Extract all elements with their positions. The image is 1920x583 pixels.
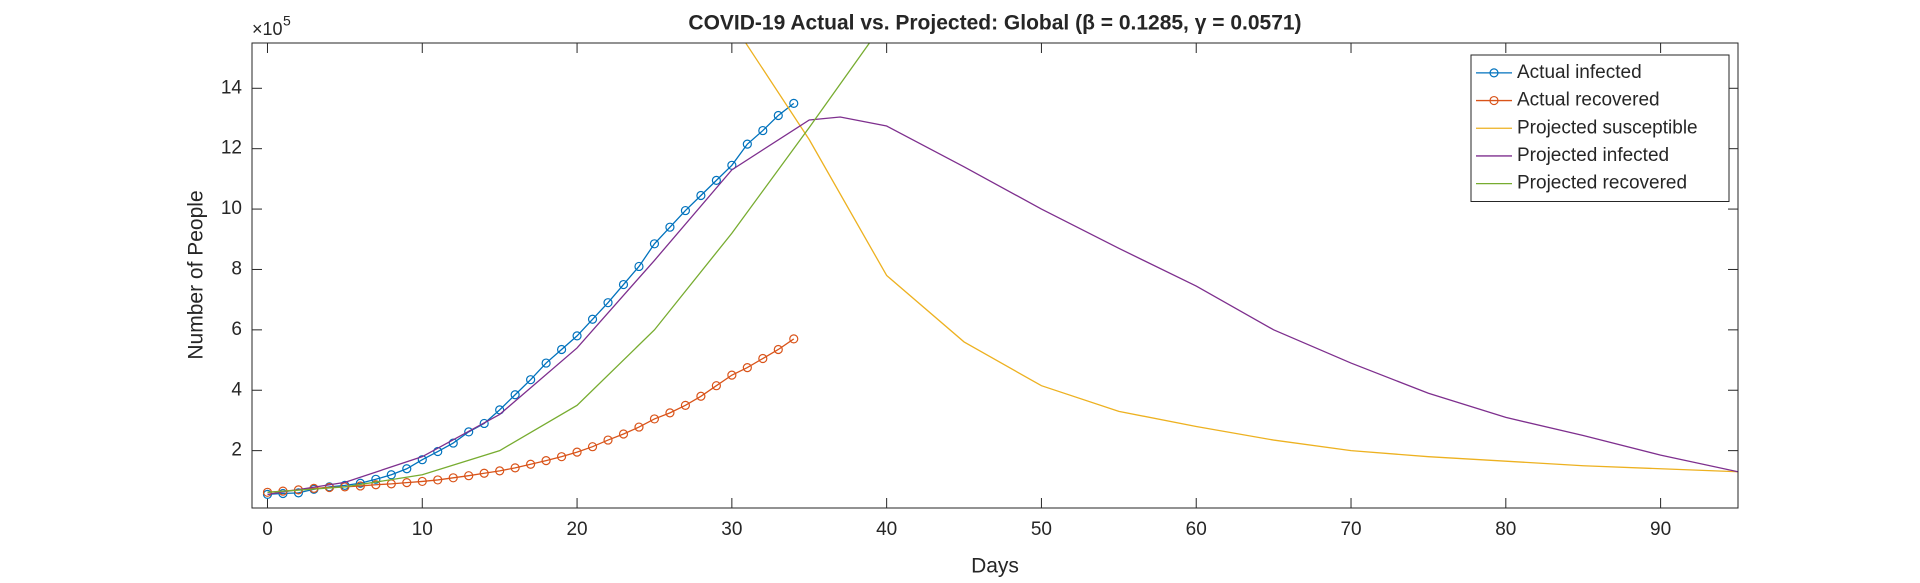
- data-point: [696, 190, 706, 201]
- x-tick-label: 20: [566, 519, 587, 540]
- data-point: [773, 344, 783, 355]
- data-point: [680, 400, 691, 410]
- data-point: [603, 435, 613, 445]
- data-point: [649, 414, 660, 424]
- data-point: [572, 447, 582, 457]
- data-point: [433, 475, 443, 485]
- x-tick-label: 60: [1186, 519, 1207, 540]
- data-point: [556, 344, 567, 355]
- data-point: [603, 298, 613, 308]
- y-tick-label: 2: [231, 440, 242, 461]
- plot-area: [262, 43, 1738, 500]
- legend-marker: [1489, 95, 1499, 106]
- legend-label: Actual infected: [1517, 62, 1642, 83]
- x-tick-label: 90: [1650, 519, 1671, 540]
- data-point: [464, 427, 474, 437]
- data-point: [541, 455, 551, 466]
- data-point: [649, 239, 660, 249]
- x-tick-label: 40: [876, 519, 897, 540]
- legend-marker: [1489, 68, 1499, 78]
- x-tick-label: 10: [412, 519, 433, 540]
- data-point: [355, 481, 365, 491]
- data-point: [618, 429, 629, 439]
- y-tick-label: 12: [221, 138, 242, 159]
- data-point: [773, 110, 783, 121]
- data-point: [386, 470, 396, 480]
- y-tick-label: 10: [221, 198, 242, 219]
- data-point: [618, 279, 629, 290]
- data-point: [371, 474, 381, 484]
- axes-box: [251, 42, 1739, 509]
- data-point: [479, 418, 489, 429]
- data-point: [510, 390, 520, 400]
- data-point: [510, 463, 520, 473]
- x-tick-label: 80: [1495, 519, 1516, 540]
- data-point: [541, 358, 551, 368]
- data-point: [417, 476, 427, 487]
- data-point: [464, 471, 474, 481]
- data-point: [278, 488, 288, 499]
- legend-label: Projected susceptible: [1517, 117, 1698, 138]
- series-line: [267, 338, 795, 493]
- y-scale-exponent: 5: [283, 13, 291, 29]
- data-point: [479, 468, 489, 478]
- data-point: [448, 473, 458, 483]
- series-line: [267, 43, 871, 493]
- data-point: [556, 452, 567, 462]
- data-point: [417, 455, 427, 465]
- series-line: [267, 102, 795, 496]
- y-tick-label: 6: [231, 319, 242, 340]
- chart-title: COVID-19 Actual vs. Projected: Global (β…: [688, 12, 1301, 35]
- data-point: [587, 442, 598, 452]
- data-point: [789, 98, 799, 108]
- data-point: [742, 362, 752, 373]
- x-axis-label: Days: [971, 555, 1019, 578]
- legend-label: Projected infected: [1517, 145, 1669, 166]
- data-point: [526, 459, 536, 469]
- data-point: [402, 464, 412, 474]
- data-point: [572, 331, 582, 341]
- data-point: [495, 466, 505, 476]
- data-point: [634, 422, 644, 432]
- y-tick-label: 4: [231, 379, 242, 400]
- legend-label: Projected recovered: [1517, 173, 1687, 194]
- y-scale-label: ×10: [252, 19, 283, 39]
- data-point: [789, 334, 799, 344]
- y-axis-label: Number of People: [185, 190, 208, 359]
- x-tick-label: 0: [262, 519, 273, 540]
- data-point: [665, 222, 675, 232]
- data-point: [634, 261, 644, 272]
- data-point: [758, 353, 768, 364]
- data-point: [665, 408, 675, 418]
- data-point: [371, 480, 381, 490]
- data-point: [711, 175, 721, 185]
- data-point: [711, 381, 721, 391]
- data-point: [293, 488, 304, 498]
- data-point: [680, 205, 691, 216]
- x-tick-label: 30: [721, 519, 742, 540]
- data-point: [402, 478, 412, 488]
- legend-box: [1470, 54, 1730, 202]
- data-point: [758, 125, 768, 136]
- series-line: [267, 116, 1738, 496]
- x-tick-label: 50: [1031, 519, 1052, 540]
- y-tick-label: 14: [221, 77, 243, 98]
- data-point: [727, 370, 737, 380]
- data-point: [587, 314, 598, 324]
- legend-label: Actual recovered: [1517, 90, 1660, 111]
- data-point: [742, 139, 752, 149]
- y-tick-label: 8: [231, 258, 242, 279]
- data-point: [696, 391, 706, 401]
- data-point: [526, 375, 536, 385]
- x-tick-label: 70: [1340, 519, 1361, 540]
- series-line: [744, 43, 1738, 473]
